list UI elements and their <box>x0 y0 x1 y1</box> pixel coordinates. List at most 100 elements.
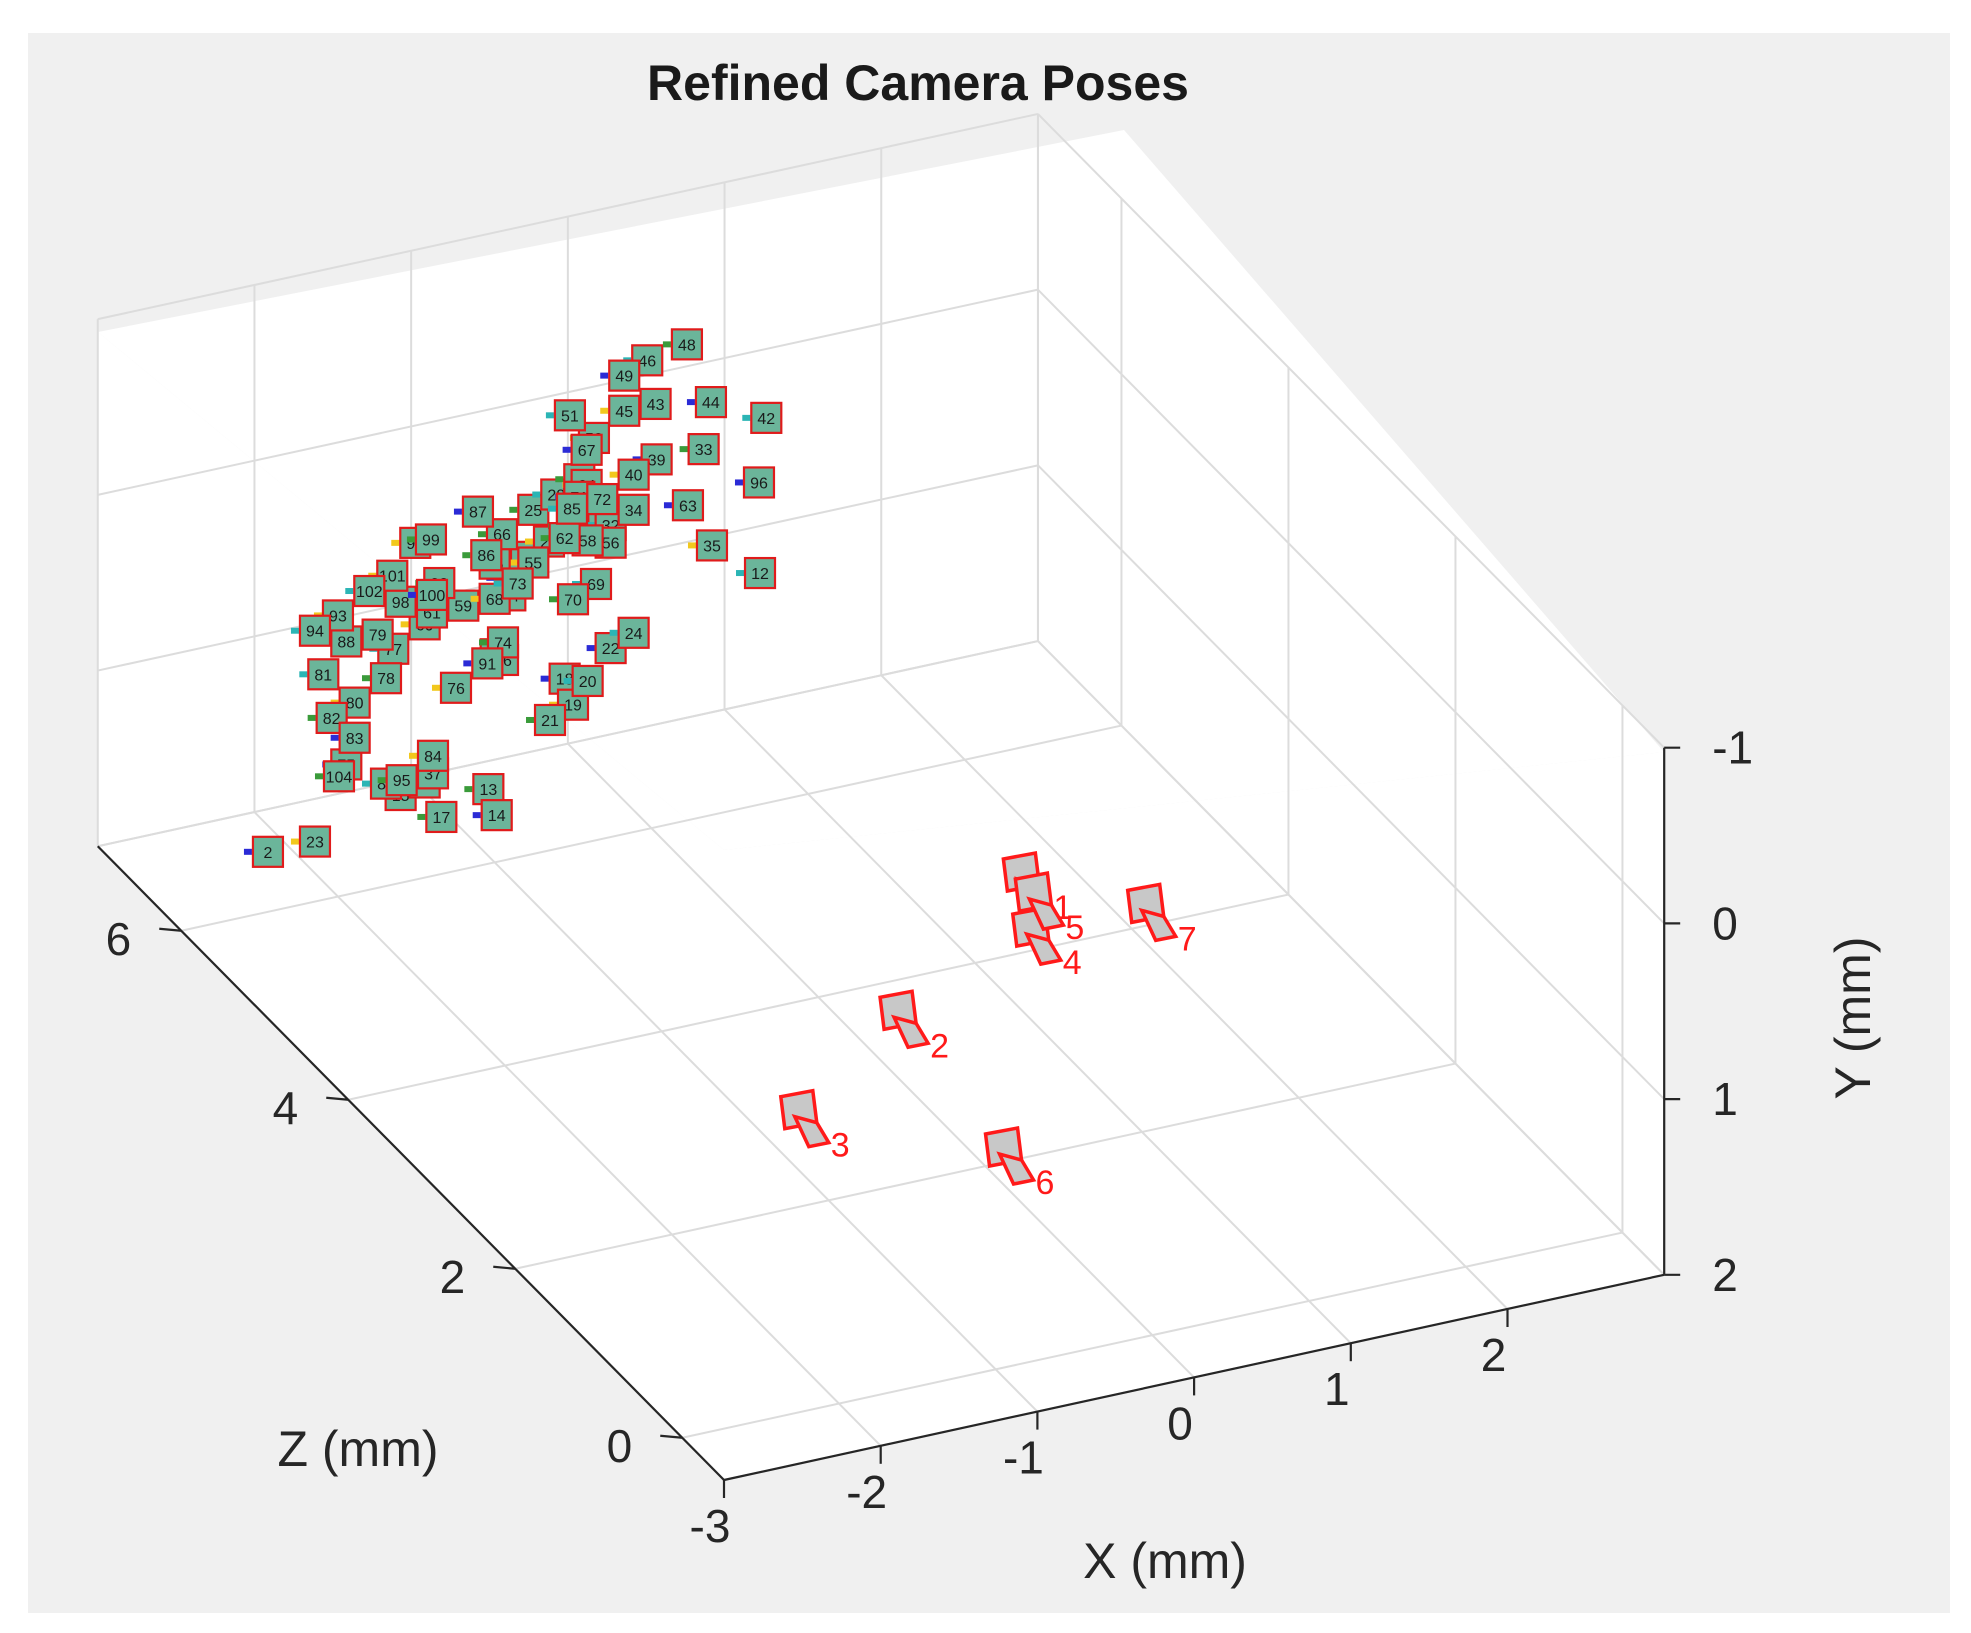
camera-3: 3 <box>778 1088 850 1165</box>
grid-line <box>515 1062 1456 1270</box>
tag-label: 13 <box>479 782 497 799</box>
tag-square <box>570 433 603 466</box>
tag-label: 87 <box>469 505 487 522</box>
tag-square <box>307 658 340 691</box>
tag-label: 76 <box>447 681 465 698</box>
tag-label: 72 <box>593 492 611 509</box>
z-tick-label: 0 <box>607 1420 633 1472</box>
tag-axis-dot <box>540 535 549 542</box>
tag-2: 2 <box>243 835 285 868</box>
tag-square <box>480 799 513 832</box>
tag-square <box>415 578 449 612</box>
tag-label: 46 <box>638 353 656 370</box>
tag-axis-dot <box>431 684 440 691</box>
tick-labels: -3 -2 -1 0 1 2 0 2 4 6 -1 0 1 2 <box>106 722 1753 1552</box>
tag-axis-dot <box>330 734 339 741</box>
tag-square <box>556 583 590 616</box>
tag-axis-dot <box>562 446 571 453</box>
tag-label: 68 <box>486 592 504 609</box>
tag-label: 56 <box>602 536 620 553</box>
tag-label: 40 <box>625 468 643 485</box>
camera-frustum <box>1023 931 1064 967</box>
axes-background-back <box>724 752 1664 1480</box>
tag-markers: 2312131415161718192021222324252627282930… <box>243 328 783 868</box>
tag-axis-dot <box>532 491 541 498</box>
x-axis-label: X (mm) <box>1083 1533 1247 1589</box>
tag-axis-dot <box>479 639 487 646</box>
tag-label: 99 <box>422 532 440 549</box>
tag-label: 51 <box>561 408 579 425</box>
tag-label: 98 <box>392 595 410 612</box>
tag-51: 51 <box>545 399 587 432</box>
tag-label: 24 <box>625 626 643 643</box>
tag-label: 70 <box>564 592 582 609</box>
tag-label: 23 <box>306 835 324 852</box>
tag-square <box>425 800 458 834</box>
tag-square <box>608 359 641 392</box>
tag-label: 2 <box>263 845 272 862</box>
z-tick-label: 6 <box>106 913 132 965</box>
tag-35: 35 <box>687 529 729 562</box>
tag-40: 40 <box>609 458 650 491</box>
tag-label: 48 <box>678 337 696 354</box>
tag-96: 96 <box>734 466 776 499</box>
tag-square <box>742 466 776 499</box>
tag-99: 99 <box>406 523 448 556</box>
camera-frustum <box>1026 896 1067 932</box>
tag-axis-dot <box>687 542 696 549</box>
tag-axis-dot <box>493 580 502 587</box>
tag-axis-dot <box>243 848 252 855</box>
tag-axis-dot <box>662 341 671 348</box>
tag-square <box>298 825 332 858</box>
tag-square <box>695 529 729 562</box>
tag-square <box>369 662 403 695</box>
tag-axis-dot <box>736 570 745 577</box>
tag-14: 14 <box>472 799 513 832</box>
tag-axis-dot <box>463 660 472 667</box>
x-tick-label: 0 <box>1167 1397 1193 1449</box>
x-tick-label: -2 <box>846 1466 887 1518</box>
tag-24: 24 <box>609 616 650 649</box>
z-tick-label: 4 <box>273 1082 299 1134</box>
tag-square <box>298 614 332 647</box>
tag-axis-dot <box>563 677 572 684</box>
tag-axis-dot <box>663 502 672 509</box>
camera-label: 3 <box>831 1127 850 1165</box>
grid-line <box>1037 464 1665 1100</box>
tag-20: 20 <box>563 664 604 698</box>
tag-axis-dot <box>586 645 595 652</box>
tag-label: 91 <box>478 656 496 673</box>
y-tick-label: 0 <box>1712 897 1738 949</box>
y-tick-label: 2 <box>1712 1249 1738 1301</box>
tag-label: 67 <box>578 443 596 460</box>
tag-axis-dot <box>409 752 417 759</box>
tag-label: 86 <box>477 548 495 565</box>
tag-label: 83 <box>346 731 364 748</box>
camera-label: 5 <box>1065 909 1084 947</box>
tag-axis-dot <box>472 812 481 819</box>
x-tick-label: 2 <box>1481 1329 1507 1381</box>
x-tick-label: 1 <box>1324 1363 1350 1415</box>
tag-axis-dot <box>547 505 556 512</box>
tag-axis-dot <box>540 675 549 682</box>
tag-axis-dot <box>477 531 486 538</box>
z-tick-mark <box>660 1434 683 1439</box>
tag-label: 88 <box>337 634 355 651</box>
tag-label: 93 <box>329 608 347 625</box>
grid-line <box>253 811 882 1447</box>
grid-line <box>97 640 1039 848</box>
tag-23: 23 <box>290 825 332 858</box>
tag-81: 81 <box>299 658 340 691</box>
tag-83: 83 <box>330 721 371 754</box>
tag-square <box>694 386 728 419</box>
tag-85: 85 <box>547 492 589 525</box>
tag-label: 49 <box>615 369 633 386</box>
tag-axis-dot <box>361 780 370 787</box>
z-tick-mark <box>326 1096 349 1101</box>
z-tick-mark <box>159 927 182 932</box>
tag-axis-dot <box>600 407 609 414</box>
grid-line <box>567 742 1195 1379</box>
tag-square <box>416 739 450 772</box>
tag-label: 94 <box>306 624 324 641</box>
tag-axis-dot <box>526 716 535 723</box>
